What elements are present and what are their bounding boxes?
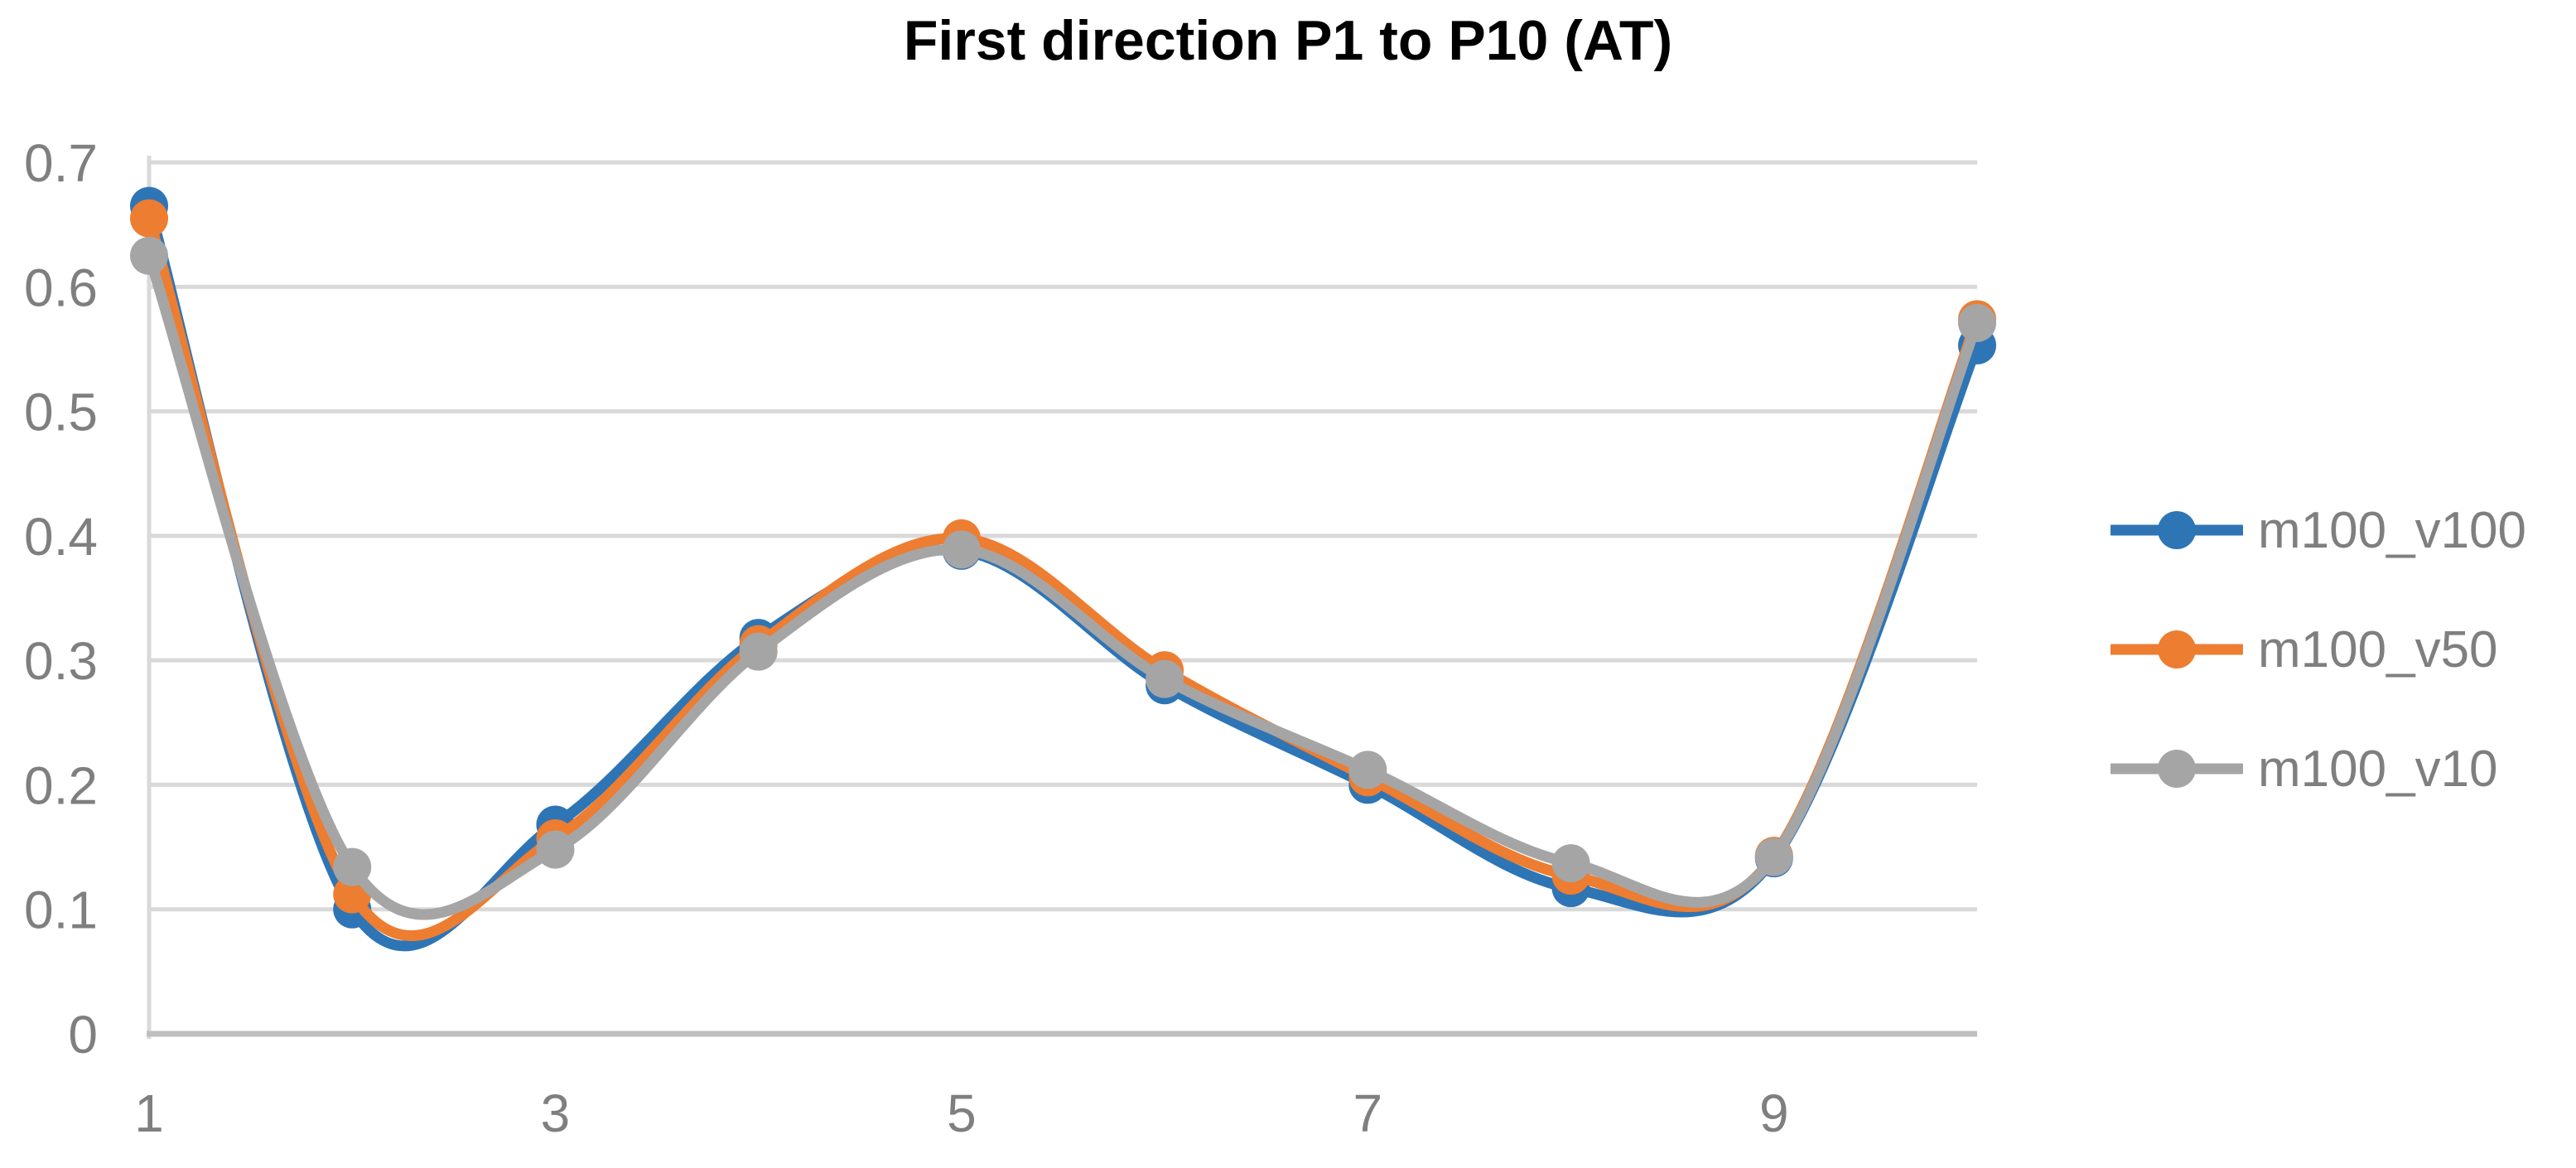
x-tick-label: 7 [1353, 1084, 1383, 1143]
marker-m100_v10 [130, 236, 168, 275]
marker-m100_v10 [942, 530, 981, 569]
legend-marker-sample [2158, 630, 2196, 668]
chart-title: First direction P1 to P10 (AT) [903, 9, 1673, 72]
legend-line-icon [2110, 511, 2243, 549]
legend-item-m100_v50: m100_v50 [2110, 620, 2526, 679]
legend-marker-sample [2158, 511, 2196, 549]
series-line-m100_v50 [143, 213, 1983, 942]
y-tick-label: 0.4 [24, 507, 98, 567]
legend: m100_v100 m100_v50 m100_v10 [2110, 500, 2526, 799]
marker-m100_v10 [1551, 844, 1590, 883]
y-tick-label: 0.6 [24, 258, 98, 317]
marker-m100_v10 [1958, 303, 1996, 342]
y-tick-label: 0 [68, 1005, 98, 1064]
marker-m100_v10 [1146, 659, 1184, 698]
legend-marker-sample [2158, 750, 2196, 788]
x-tick-label: 1 [134, 1084, 164, 1143]
marker-m100_v10 [739, 632, 778, 671]
marker-m100_v10 [1348, 751, 1387, 789]
x-tick-label: 9 [1759, 1084, 1789, 1143]
y-tick-label: 0.3 [24, 631, 98, 691]
marker-m100_v10 [536, 830, 575, 869]
y-tick-label: 0.1 [24, 881, 98, 940]
marker-m100_v50 [130, 199, 168, 238]
legend-label: m100_v50 [2258, 620, 2498, 678]
legend-item-m100_v100: m100_v100 [2110, 500, 2526, 560]
y-tick-label: 0.2 [24, 755, 98, 815]
legend-label: m100_v100 [2258, 501, 2527, 559]
series-line-m100_v10 [143, 250, 1983, 920]
x-tick-label: 3 [541, 1084, 571, 1143]
legend-line-icon [2110, 630, 2243, 668]
legend-line-icon [2110, 750, 2243, 788]
legend-item-m100_v10: m100_v10 [2110, 739, 2526, 799]
y-tick-label: 0.7 [24, 133, 98, 193]
legend-label: m100_v10 [2258, 740, 2498, 798]
marker-m100_v10 [333, 847, 372, 886]
marker-m100_v10 [1754, 837, 1793, 876]
y-tick-label: 0.5 [24, 383, 98, 442]
series-line-m100_v100 [143, 200, 1983, 952]
x-tick-label: 5 [947, 1084, 977, 1143]
